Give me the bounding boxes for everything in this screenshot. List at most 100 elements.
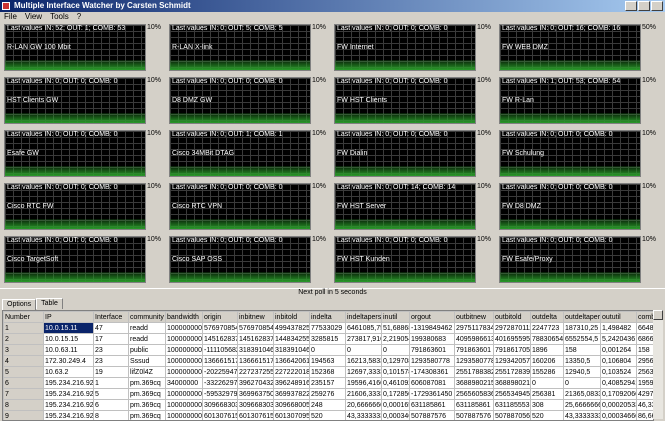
panel-name: Cisco 34MBit DTAG: [172, 150, 235, 157]
table-row[interactable]: 7 195.234.216.92 5 pm.369cq 100000000 -595329…: [3, 388, 653, 400]
panel-name: Esafe GW: [7, 150, 39, 157]
table-row[interactable]: 4172.30.249.423Sssud10000000013666151731…: [3, 355, 653, 367]
table-cell: 3962704325: [237, 377, 274, 389]
panel-name: Cisco TargetSoft: [7, 256, 59, 263]
scale-label: 10%: [642, 130, 657, 137]
column-header[interactable]: outbitnew: [454, 311, 494, 323]
scale-label: 10%: [477, 183, 492, 190]
column-header[interactable]: comb: [636, 311, 653, 323]
table-cell: 2551728396: [493, 366, 531, 378]
table-cell: 0,000346666: [381, 410, 410, 420]
scale-label: 10%: [477, 24, 492, 31]
table-cell: 507887056: [493, 410, 531, 420]
table-cell: 2272372557: [237, 366, 274, 378]
column-header[interactable]: Number: [3, 311, 44, 323]
scrollbar[interactable]: [653, 310, 663, 419]
column-header[interactable]: indelta: [309, 311, 346, 323]
table-cell: 158: [636, 344, 653, 356]
table-row[interactable]: 310.0.63.1123public100000000-11110568253…: [3, 344, 653, 356]
table-cell: 100000000: [165, 333, 203, 345]
table-row[interactable]: 9 195.234.216.92 8 pm.369cq 100000000 6013076…: [3, 410, 653, 420]
scale-label: 10%: [312, 77, 327, 84]
column-header[interactable]: indeltapers: [345, 311, 382, 323]
maximize-button[interactable]: [638, 1, 650, 11]
table-cell: 10.63.2: [43, 366, 94, 378]
column-header[interactable]: orgout: [409, 311, 455, 323]
scale-label: 10%: [312, 236, 327, 243]
table-cell: 100000000: [165, 355, 203, 367]
panel-name: FW Esafe/Proxy: [502, 256, 553, 263]
table-cell: 235157: [309, 377, 346, 389]
column-header[interactable]: IP: [43, 311, 94, 323]
graph-panel: Last values IN: 0; OUT: 0; COMB: 0 Esafe …: [4, 130, 146, 177]
table-cell: 2972870111: [493, 322, 531, 334]
graph-panel: Last values IN: 0; OUT: 0; COMB: 0 Cisco …: [4, 236, 146, 283]
graph-panel: Last values IN: 0; OUT: 0; COMB: 0 FW Dia…: [334, 130, 476, 177]
graph-fill: [335, 166, 475, 176]
graph-fill: [170, 60, 310, 70]
tab[interactable]: Table: [36, 298, 63, 309]
table-row[interactable]: 1 10.0.15.11 47 readd 100000000 576970854 5769…: [3, 322, 653, 334]
column-header[interactable]: community: [128, 311, 166, 323]
table-cell: 520: [309, 410, 346, 420]
table-cell: 1896: [530, 344, 564, 356]
close-button[interactable]: [651, 1, 663, 11]
table-cell: -2022594739: [202, 366, 238, 378]
table-cell: readd: [128, 322, 166, 334]
table-row[interactable]: 8 195.234.216.92 6 pm.369cq 100000000 3096683…: [3, 399, 653, 411]
panel-header: Last values IN: 0; OUT: 0; COMB: 0: [7, 184, 118, 191]
column-header[interactable]: inbitnew: [237, 311, 274, 323]
table-cell: 3688980215: [454, 377, 494, 389]
column-header[interactable]: outdeltapers: [563, 311, 601, 323]
graph-panel: Last values IN: 1; OUT: 53; COMB: 54 FW R…: [499, 77, 641, 124]
table-row[interactable]: 510.63.219lifZ0l4Z100000000-202259473922…: [3, 366, 653, 378]
column-header[interactable]: origin: [202, 311, 238, 323]
graph-fill: [500, 219, 640, 229]
table-row[interactable]: 6 195.234.216.92 1 pm.369cq 34000000 -3322629…: [3, 377, 653, 389]
column-header[interactable]: inbitold: [273, 311, 310, 323]
table-cell: 520: [530, 410, 564, 420]
table-cell: -595329796: [202, 388, 238, 400]
table-cell: 172.30.249.4: [43, 355, 94, 367]
table-cell: 0,000205333: [600, 399, 637, 411]
menu-item[interactable]: View: [24, 12, 43, 21]
table-cell: 5: [3, 366, 44, 378]
column-header[interactable]: bandwidth: [165, 311, 203, 323]
minimize-button[interactable]: [625, 1, 637, 11]
table-row[interactable]: 210.0.15.1517readd1000000001451628371145…: [3, 333, 653, 345]
menu-item[interactable]: File: [4, 12, 17, 21]
table-cell: Sssud: [128, 355, 166, 367]
scroll-up[interactable]: [653, 310, 663, 320]
table-cell: 1366615173: [237, 355, 274, 367]
graph-fill: [170, 219, 310, 229]
table-cell: pm.369cq: [128, 399, 166, 411]
table-cell: 23: [93, 344, 129, 356]
table-cell: 3: [3, 344, 44, 356]
table-cell: 195.234.216.92: [43, 399, 94, 411]
panel-name: Cisco RTC FW: [7, 203, 54, 210]
menu-item[interactable]: ?: [76, 12, 82, 21]
table-cell: 631185553: [493, 399, 531, 411]
column-header[interactable]: inutil: [381, 311, 410, 323]
table-cell: 46,33: [636, 399, 653, 411]
column-header[interactable]: outbitold: [493, 311, 531, 323]
table-cell: 4: [3, 355, 44, 367]
scale-label: 10%: [147, 183, 162, 190]
table-cell: 0: [563, 377, 601, 389]
table-cell: 13350,5: [563, 355, 601, 367]
tab[interactable]: Options: [2, 299, 37, 310]
column-header[interactable]: outdelta: [530, 311, 564, 323]
graph-panel: Last values IN: 0; OUT: 0; COMB: 0 FW Int…: [334, 24, 476, 71]
panel-header: Last values IN: 0; OUT: 14; COMB: 14: [337, 184, 456, 191]
table-cell: 499437825: [273, 322, 310, 334]
table-cell: 100000000: [165, 399, 203, 411]
table-cell: 0: [345, 344, 382, 356]
graph-fill: [5, 113, 145, 123]
app-icon: [2, 2, 10, 10]
column-header[interactable]: Interface: [93, 311, 129, 323]
table-cell: 631185861: [409, 399, 455, 411]
table-cell: 3699637500: [237, 388, 274, 400]
menu-item[interactable]: Tools: [50, 12, 69, 21]
graph-fill: [5, 166, 145, 176]
column-header[interactable]: oututil: [600, 311, 637, 323]
